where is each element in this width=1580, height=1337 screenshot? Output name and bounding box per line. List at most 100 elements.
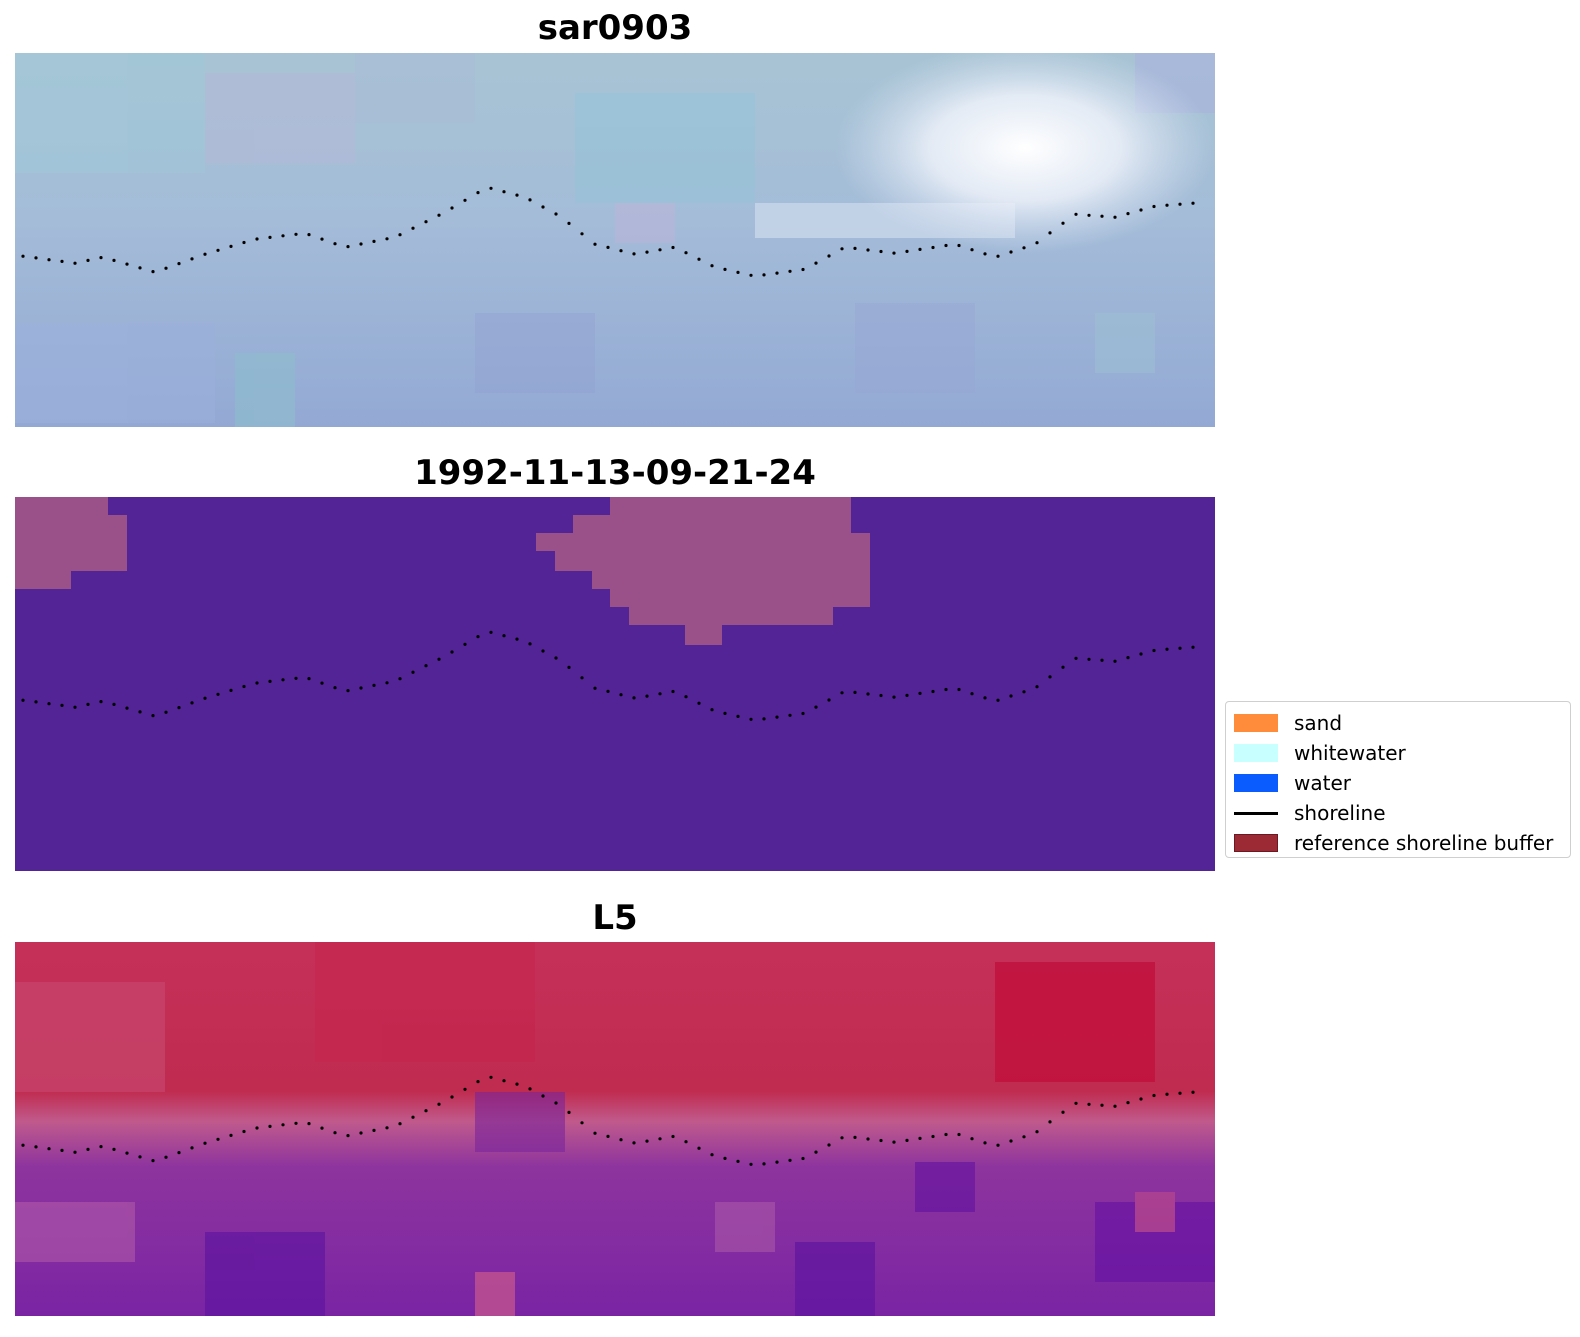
shoreline-dot (385, 681, 389, 685)
panel-title-classification: 1992-11-13-09-21-24 (414, 453, 816, 493)
shoreline-dot (1191, 645, 1195, 649)
shoreline-dot (970, 1137, 974, 1141)
shoreline-dot (281, 1123, 285, 1127)
panel-title-l5: L5 (592, 898, 638, 938)
shoreline-dot (86, 258, 90, 262)
shoreline-dot (73, 261, 77, 265)
shoreline-dot (736, 1159, 740, 1163)
shoreline-dot (34, 700, 38, 704)
shoreline-dot (489, 186, 493, 190)
shoreline-dot (1113, 659, 1117, 663)
shoreline-dot (1126, 1101, 1130, 1105)
shoreline-dot (515, 193, 519, 197)
shoreline-dot (1191, 1090, 1195, 1094)
shoreline-dot (255, 1126, 259, 1130)
shoreline-dot (671, 245, 675, 250)
shoreline-dot (1113, 1104, 1117, 1108)
l5-image (15, 942, 1215, 1316)
shoreline-dot (918, 247, 922, 251)
shoreline-dot (268, 235, 272, 239)
shoreline-dot (450, 1095, 454, 1099)
shoreline-dot (879, 249, 883, 254)
shoreline-dot (580, 676, 584, 680)
shoreline-dot (619, 1138, 623, 1142)
reference-buffer-swatch (1234, 834, 1278, 852)
shoreline-dot (1022, 246, 1026, 250)
shoreline-dot (294, 1121, 298, 1125)
legend: sand whitewater water shoreline referenc… (1225, 701, 1571, 858)
shoreline-dot (151, 270, 155, 274)
shoreline-dot (1074, 1101, 1078, 1105)
l5-image-panel (15, 942, 1215, 1316)
shoreline-dot (346, 689, 350, 693)
shoreline-dot (593, 1131, 597, 1135)
shoreline-dot (73, 1150, 77, 1154)
shoreline-dot (645, 250, 649, 254)
shoreline-dot (203, 696, 207, 700)
shoreline-line-icon (1234, 811, 1278, 815)
shoreline-dot (112, 1147, 116, 1151)
shoreline-dot (229, 688, 233, 692)
shoreline-dot (931, 1134, 935, 1139)
shoreline-dot (1087, 213, 1091, 217)
shoreline-dot (372, 239, 376, 243)
shoreline-dot (1061, 221, 1065, 225)
shoreline-dot (840, 1136, 844, 1140)
shoreline-dot (1100, 1103, 1104, 1107)
shoreline-dot (1087, 657, 1091, 661)
shoreline-dot (307, 677, 311, 681)
shoreline-dot (1126, 212, 1130, 216)
shoreline-dot (957, 1132, 961, 1137)
shoreline-dot (736, 714, 740, 718)
shoreline-dot (60, 259, 64, 263)
shoreline-dot (294, 676, 298, 680)
shoreline-dot (424, 1109, 428, 1113)
shoreline-dot (151, 714, 155, 718)
l5-shoreline (21, 1075, 1195, 1166)
shoreline-dot (996, 1143, 1000, 1147)
legend-label: sand (1294, 711, 1343, 735)
shoreline-dot (593, 686, 597, 690)
shoreline-dot (489, 630, 493, 634)
shoreline-dot (632, 1141, 636, 1145)
shoreline-dot (190, 257, 194, 261)
shoreline-dot (86, 1147, 90, 1151)
shoreline-dot (684, 251, 688, 255)
shoreline-dot (333, 242, 337, 246)
shoreline-dot (762, 1162, 766, 1166)
shoreline-dot (931, 245, 935, 250)
shoreline-dot (372, 1128, 376, 1132)
shoreline-dot (1152, 648, 1156, 653)
shoreline-dot (749, 273, 753, 277)
shoreline-dot (1139, 652, 1143, 656)
shoreline-dot (138, 266, 142, 270)
shoreline-dot (684, 695, 688, 699)
shoreline-dot (281, 234, 285, 238)
shoreline-dot (723, 267, 727, 271)
shoreline-dot (645, 1139, 649, 1143)
shoreline-dot (866, 248, 870, 252)
shoreline-dot (216, 1137, 220, 1141)
shoreline-dot (333, 686, 337, 690)
shoreline-dot (359, 686, 363, 690)
shoreline-dot (502, 634, 506, 638)
shoreline-dot (632, 696, 636, 700)
shoreline-dot (1087, 1102, 1091, 1106)
shoreline-dot (476, 635, 480, 639)
shoreline-dot (268, 679, 272, 683)
shoreline-dot (463, 198, 467, 202)
shoreline-dot (762, 273, 766, 277)
shoreline-dot (515, 637, 519, 641)
shoreline-dot (1191, 201, 1195, 205)
shoreline-dot (177, 1151, 181, 1155)
shoreline-dot (931, 689, 935, 694)
shoreline-dot (853, 246, 857, 250)
shoreline-dot (411, 670, 415, 674)
shoreline-dot (177, 706, 181, 710)
shoreline-dot (1022, 1135, 1026, 1139)
shoreline-dot (1139, 1097, 1143, 1101)
shoreline-dot (1139, 208, 1143, 212)
shoreline-dot (710, 708, 714, 712)
legend-label: whitewater (1294, 741, 1406, 765)
shoreline-dot (346, 245, 350, 249)
